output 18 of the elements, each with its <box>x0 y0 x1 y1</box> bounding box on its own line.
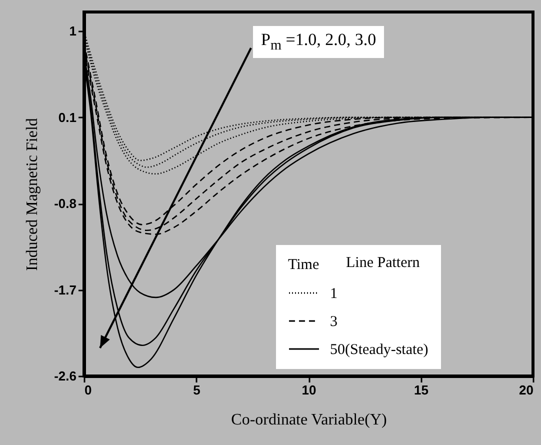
x-tick-label: 10 <box>302 382 316 398</box>
x-tick-label: 15 <box>414 382 428 398</box>
legend-label: 3 <box>330 314 338 330</box>
legend-label: 1 <box>330 286 338 302</box>
annotation: P$_{m}$ =1.0, 2.0, 3.0 <box>253 26 384 58</box>
y-tick-label: 1 <box>69 24 76 39</box>
legend-title: Time <box>288 257 320 273</box>
x-tick-label: 0 <box>84 382 92 398</box>
x-tick-label: 5 <box>193 382 200 398</box>
y-tick-label: -0.8 <box>54 196 76 212</box>
annotation: Line Pattern <box>346 255 420 272</box>
x-tick-label: 20 <box>519 382 534 398</box>
y-axis-title: Induced Magnetic Field <box>24 118 42 271</box>
y-tick-label: -2.6 <box>54 368 76 384</box>
y-tick-label: -1.7 <box>54 282 76 298</box>
y-tick-label: 0.1 <box>58 110 76 125</box>
legend-label: 50(Steady-state) <box>330 342 428 358</box>
x-axis-title: Co-ordinate Variable(Y) <box>231 412 387 428</box>
